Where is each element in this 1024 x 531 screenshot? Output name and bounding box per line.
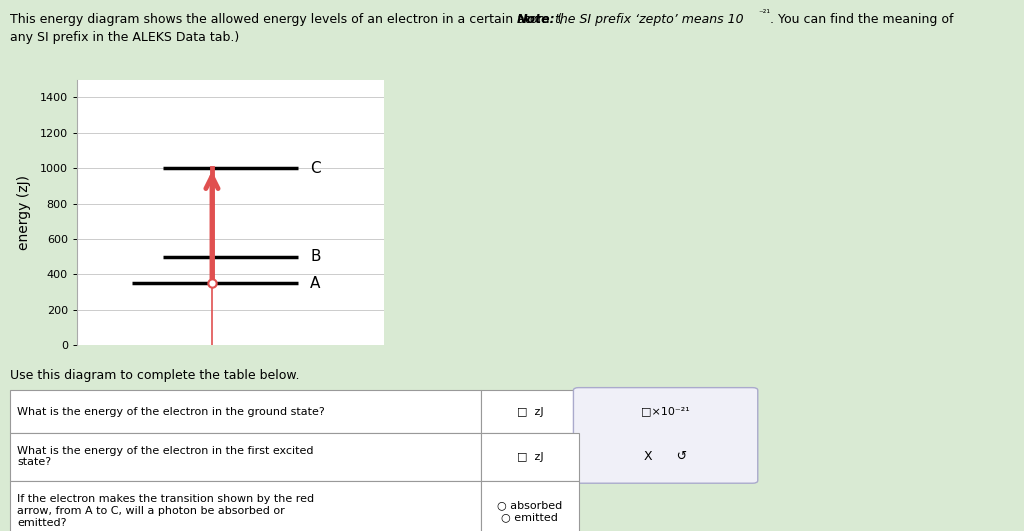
Text: B: B [310,249,321,264]
Text: □  zJ: □ zJ [516,452,544,461]
Text: any SI prefix in the ALEKS Data tab.): any SI prefix in the ALEKS Data tab.) [10,31,240,44]
Text: ⁻²¹: ⁻²¹ [759,9,771,18]
Text: Note:: Note: [517,13,556,26]
Text: the SI prefix ‘zepto’ means 10: the SI prefix ‘zepto’ means 10 [551,13,743,26]
Text: □×10⁻²¹: □×10⁻²¹ [641,407,690,416]
Text: If the electron makes the transition shown by the red
arrow, from A to C, will a: If the electron makes the transition sho… [17,494,314,528]
Text: What is the energy of the electron in the ground state?: What is the energy of the electron in th… [17,407,326,416]
Text: A: A [310,276,321,290]
Text: . You can find the meaning of: . You can find the meaning of [770,13,953,26]
Text: Use this diagram to complete the table below.: Use this diagram to complete the table b… [10,369,300,382]
Text: ○ absorbed
○ emitted: ○ absorbed ○ emitted [498,500,562,522]
Text: What is the energy of the electron in the first excited
state?: What is the energy of the electron in th… [17,446,314,467]
Text: This energy diagram shows the allowed energy levels of an electron in a certain : This energy diagram shows the allowed en… [10,13,562,26]
Text: □  zJ: □ zJ [516,407,544,416]
Text: X      ↺: X ↺ [644,450,687,463]
Text: C: C [310,161,321,176]
Y-axis label: energy (zJ): energy (zJ) [17,175,32,250]
